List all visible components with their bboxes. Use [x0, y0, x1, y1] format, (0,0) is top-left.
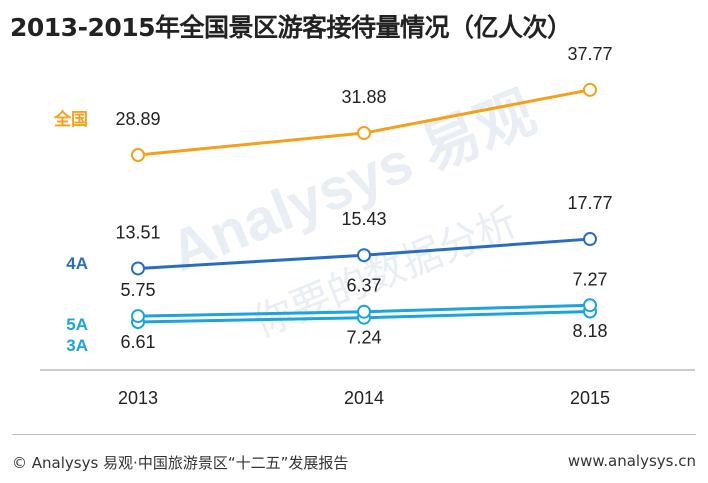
data-point-4a-2014	[357, 248, 371, 263]
data-label-5a-2015: 7.27	[572, 270, 607, 290]
footer-divider	[12, 434, 696, 435]
data-label-5a-2014: 6.37	[346, 276, 381, 296]
series-legend-4a: 4A	[66, 254, 88, 273]
data-point-3a-2015	[583, 298, 597, 313]
data-label-3a-2015: 8.18	[572, 321, 607, 341]
chart-title: 2013-2015年全国景区游客接待量情况（亿人次）	[10, 13, 572, 42]
data-label-3a-2013: 6.61	[120, 332, 155, 352]
x-tick-label-2013: 2013	[118, 388, 158, 408]
data-point-3a-2013	[131, 309, 145, 324]
x-tick-label-2014: 2014	[344, 388, 384, 408]
data-label-4a-2013: 13.51	[115, 222, 160, 242]
series-legend-3a: 3A	[66, 336, 88, 355]
x-tick-label-2015: 2015	[570, 388, 610, 408]
data-point-national-2015	[583, 82, 597, 97]
series-legend-national: 全国	[53, 109, 88, 129]
data-label-national-2014: 31.88	[341, 87, 386, 107]
data-label-4a-2015: 17.77	[567, 193, 612, 213]
data-label-4a-2014: 15.43	[341, 209, 386, 229]
data-point-3a-2014	[357, 304, 371, 319]
footer-website: www.analysys.cn	[567, 452, 696, 470]
data-label-national-2013: 28.89	[115, 109, 160, 129]
data-point-national-2014	[357, 126, 371, 141]
series-legend-5a: 5A	[66, 315, 88, 334]
data-point-national-2013	[131, 148, 145, 162]
footer-source: © Analysys 易观·中国旅游景区“十二五”发展报告	[12, 454, 349, 472]
data-label-5a-2013: 5.75	[120, 280, 155, 300]
data-point-4a-2013	[131, 261, 145, 276]
data-label-national-2015: 37.77	[567, 44, 612, 64]
data-label-3a-2014: 7.24	[346, 328, 381, 348]
data-point-4a-2015	[583, 232, 597, 247]
